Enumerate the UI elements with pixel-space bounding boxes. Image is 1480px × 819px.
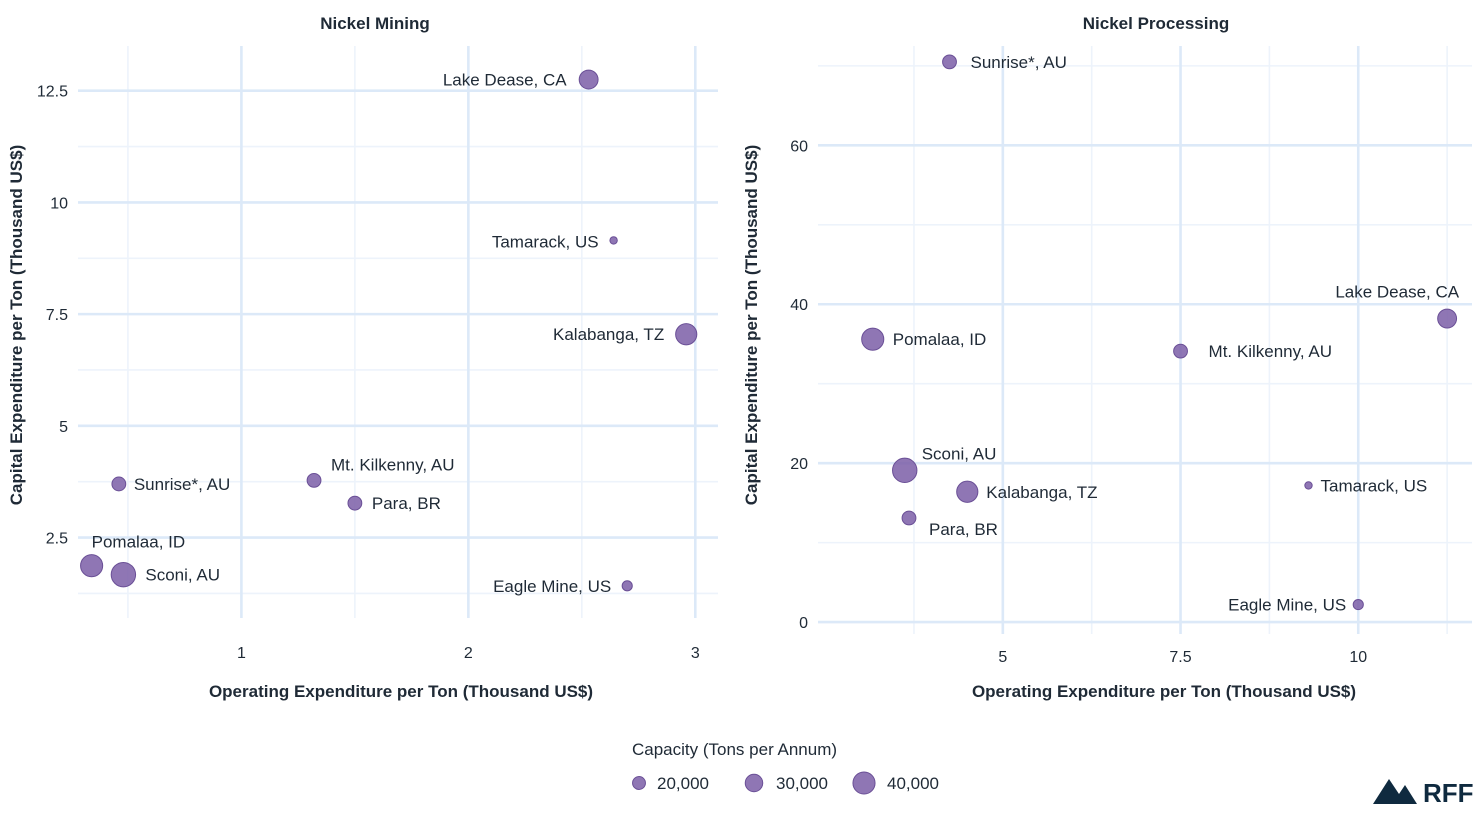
x-tick-label: 2 (464, 645, 473, 662)
point-labels-nickel-processing: Sunrise*, AU Lake Dease, CA Pomalaa, ID Mt.… (893, 53, 1460, 615)
data-label: Pomalaa, ID (893, 330, 987, 349)
data-point (1304, 481, 1313, 490)
grid-nickel-processing (818, 46, 1472, 634)
x-tick-label: 1 (237, 645, 246, 662)
data-label: Mt. Kilkenny, AU (1209, 342, 1332, 361)
mountain-logo-icon (1373, 779, 1417, 804)
x-tick-label: 7.5 (1169, 649, 1191, 666)
data-point (675, 323, 698, 346)
panel-nickel-mining: Lake Dease, CA Tamarack, US Kalabanga, TZ S… (7, 14, 718, 701)
y-tick-label: 2.5 (46, 531, 68, 548)
data-label: Tamarack, US (492, 232, 599, 251)
legend-items: 20,000 30,000 40,000 (632, 771, 939, 795)
data-label: Kalabanga, TZ (553, 325, 664, 344)
legend: Capacity (Tons per Annum) 20,000 30,000 40… (632, 740, 939, 795)
data-point (111, 476, 127, 492)
panel-title-nickel-mining: Nickel Mining (320, 14, 430, 33)
data-label: Pomalaa, ID (92, 533, 186, 552)
y-axis-title-nickel-processing: Capital Expenditure per Ton (Thousand US… (742, 145, 761, 506)
data-point (901, 510, 917, 526)
legend-swatch (744, 773, 764, 793)
data-label: Mt. Kilkenny, AU (331, 455, 454, 474)
data-label: Eagle Mine, US (1228, 596, 1346, 615)
y-tick-label: 60 (790, 138, 808, 155)
legend-swatch (852, 771, 876, 795)
data-point (110, 561, 137, 588)
y-tick-label: 10 (50, 195, 68, 212)
panel-title-nickel-processing: Nickel Processing (1083, 14, 1229, 33)
logo-text: RFF (1423, 778, 1474, 808)
rff-logo: RFF (1373, 778, 1474, 808)
point-labels-nickel-mining: Lake Dease, CA Tamarack, US Kalabanga, TZ S… (92, 71, 665, 596)
data-point (1437, 308, 1458, 329)
data-label: Eagle Mine, US (493, 577, 611, 596)
panel-nickel-processing: Sunrise*, AU Lake Dease, CA Pomalaa, ID Mt.… (742, 14, 1472, 701)
data-label: Sunrise*, AU (134, 475, 230, 494)
y-tick-label: 0 (799, 615, 808, 632)
legend-label: 20,000 (657, 774, 709, 793)
x-tick-label: 5 (998, 649, 1007, 666)
data-point (1352, 599, 1364, 611)
data-point (306, 472, 322, 488)
data-label: Kalabanga, TZ (986, 483, 1097, 502)
y-axis-title-nickel-mining: Capital Expenditure per Ton (Thousand US… (7, 145, 26, 506)
data-point (861, 327, 885, 351)
data-label: Lake Dease, CA (1335, 283, 1459, 302)
x-tick-label: 10 (1349, 649, 1367, 666)
data-label: Sunrise*, AU (971, 53, 1067, 72)
data-label: Para, BR (929, 520, 998, 539)
data-label: Tamarack, US (1321, 476, 1428, 495)
data-point (80, 554, 104, 578)
legend-label: 40,000 (887, 774, 939, 793)
grid-nickel-mining (78, 46, 718, 618)
legend-label: 30,000 (776, 774, 828, 793)
points-nickel-processing (861, 54, 1458, 611)
data-point (347, 495, 363, 511)
data-point (956, 480, 979, 503)
data-point (578, 69, 599, 90)
y-tick-label: 20 (790, 456, 808, 473)
y-tick-label: 40 (790, 297, 808, 314)
ticks-nickel-processing: 5 7.5 10 0 20 40 60 (790, 138, 1367, 666)
data-point (621, 580, 633, 592)
data-label: Lake Dease, CA (443, 71, 567, 90)
x-tick-label: 3 (691, 645, 700, 662)
data-point (892, 457, 918, 484)
data-label: Sconi, AU (922, 444, 997, 463)
data-point (609, 236, 618, 245)
data-point (1173, 343, 1188, 359)
points-nickel-mining (80, 69, 698, 592)
y-tick-label: 12.5 (37, 84, 68, 101)
legend-swatch (632, 776, 646, 790)
data-label: Sconi, AU (145, 566, 220, 585)
x-axis-title-nickel-processing: Operating Expenditure per Ton (Thousand … (972, 682, 1356, 701)
data-point (942, 54, 957, 70)
x-axis-title-nickel-mining: Operating Expenditure per Ton (Thousand … (209, 682, 593, 701)
ticks-nickel-mining: 1 2 3 2.5 5 7.5 10 12.5 (37, 84, 700, 662)
legend-title: Capacity (Tons per Annum) (632, 740, 837, 759)
y-tick-label: 5 (59, 419, 68, 436)
y-tick-label: 7.5 (46, 307, 68, 324)
data-label: Para, BR (372, 494, 441, 513)
